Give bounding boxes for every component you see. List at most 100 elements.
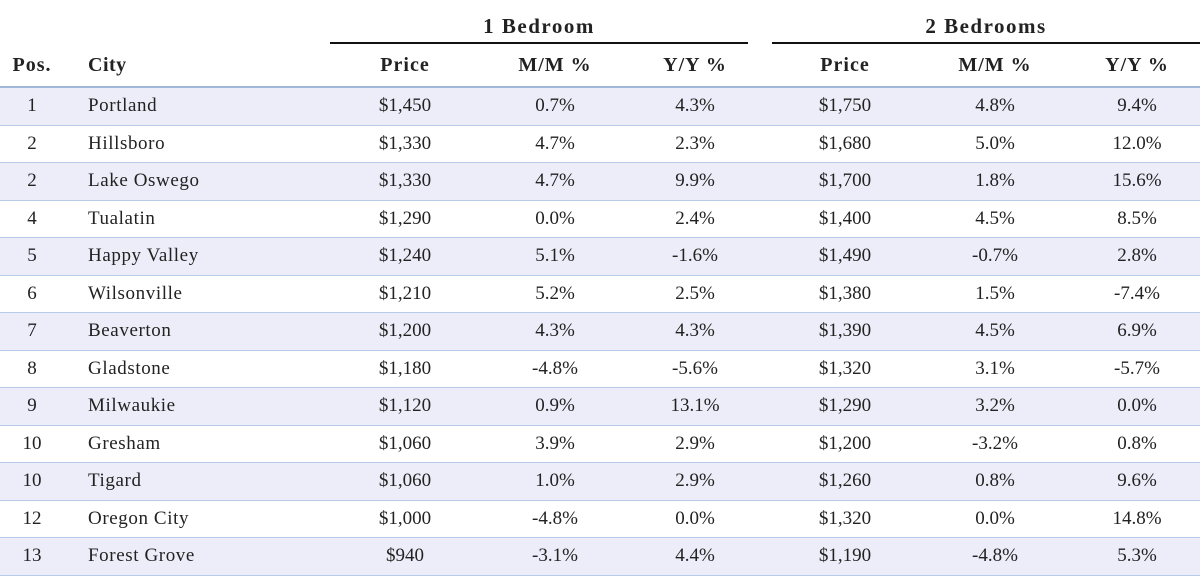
cell-price-1: $1,330 bbox=[378, 170, 432, 192]
cell-price-1: $1,330 bbox=[378, 132, 432, 154]
cell-price-2: $1,320 bbox=[818, 507, 872, 529]
group-two-bedrooms-rule bbox=[772, 42, 1200, 44]
cell-mm-1: 5.2% bbox=[535, 282, 575, 304]
cell-pos: 13 bbox=[22, 545, 42, 567]
cell-price-1: $1,210 bbox=[378, 282, 432, 304]
group-one-bedroom: 1 Bedroom bbox=[330, 14, 748, 44]
cell-yy-1: 9.9% bbox=[675, 170, 715, 192]
cell-yy-1: -5.6% bbox=[672, 357, 718, 379]
table-row: 13 Forest Grove $940 -3.1% 4.4% $1,190 -4.8% 5.… bbox=[0, 538, 1200, 576]
cell-yy-1: 0.0% bbox=[675, 507, 715, 529]
cell-city: Oregon City bbox=[88, 507, 190, 529]
cell-mm-2: 0.8% bbox=[975, 470, 1015, 492]
cell-mm-1: 1.0% bbox=[535, 470, 575, 492]
cell-price-1: $1,120 bbox=[378, 395, 432, 417]
cell-pos: 7 bbox=[27, 320, 37, 342]
cell-pos: 2 bbox=[27, 132, 37, 154]
header-mm-2: M/M % bbox=[958, 53, 1032, 76]
cell-price-1: $1,450 bbox=[378, 95, 432, 117]
table-row: 10 Gresham $1,060 3.9% 2.9% $1,200 -3.2% 0.8% bbox=[0, 426, 1200, 463]
cell-yy-1: 2.9% bbox=[675, 432, 715, 454]
group-header-row: 1 Bedroom 2 Bedrooms bbox=[0, 0, 1200, 44]
cell-yy-2: -5.7% bbox=[1114, 357, 1160, 379]
cell-yy-1: 4.4% bbox=[675, 545, 715, 567]
cell-yy-1: 2.9% bbox=[675, 470, 715, 492]
header-pos: Pos. bbox=[12, 53, 52, 76]
cell-yy-2: 0.8% bbox=[1117, 432, 1157, 454]
table-row: 7 Beaverton $1,200 4.3% 4.3% $1,390 4.5% 6.9% bbox=[0, 313, 1200, 351]
group-one-bedroom-rule bbox=[330, 42, 748, 44]
cell-mm-1: 0.0% bbox=[535, 207, 575, 229]
cell-city: Beaverton bbox=[88, 320, 172, 342]
cell-mm-1: 5.1% bbox=[535, 245, 575, 267]
cell-yy-2: 9.4% bbox=[1117, 95, 1157, 117]
cell-price-1: $1,240 bbox=[378, 245, 432, 267]
cell-yy-1: 13.1% bbox=[670, 395, 720, 417]
cell-yy-2: 8.5% bbox=[1117, 207, 1157, 229]
cell-price-1: $1,200 bbox=[378, 320, 432, 342]
cell-city: Happy Valley bbox=[88, 245, 199, 267]
column-header-row: Pos. City Price M/M % Y/Y % Price M/M % … bbox=[0, 44, 1200, 88]
cell-pos: 9 bbox=[27, 395, 37, 417]
cell-city: Tigard bbox=[88, 470, 142, 492]
cell-price-2: $1,490 bbox=[818, 245, 872, 267]
header-yy-1: Y/Y % bbox=[663, 53, 727, 76]
cell-mm-2: -4.8% bbox=[972, 545, 1018, 567]
table-row: 2 Hillsboro $1,330 4.7% 2.3% $1,680 5.0% 12.0% bbox=[0, 126, 1200, 163]
table-row: 12 Oregon City $1,000 -4.8% 0.0% $1,320 0.0% 14… bbox=[0, 501, 1200, 538]
header-city: City bbox=[88, 53, 127, 76]
cell-pos: 12 bbox=[22, 507, 42, 529]
cell-price-2: $1,260 bbox=[818, 470, 872, 492]
cell-yy-1: 2.4% bbox=[675, 207, 715, 229]
cell-price-2: $1,700 bbox=[818, 170, 872, 192]
cell-yy-2: 6.9% bbox=[1117, 320, 1157, 342]
cell-city: Tualatin bbox=[88, 207, 156, 229]
cell-yy-2: 12.0% bbox=[1112, 132, 1162, 154]
table-row: 8 Gladstone $1,180 -4.8% -5.6% $1,320 3.1% -5.7… bbox=[0, 351, 1200, 388]
cell-mm-2: 5.0% bbox=[975, 132, 1015, 154]
cell-mm-1: 4.7% bbox=[535, 170, 575, 192]
group-two-bedrooms-label: 2 Bedrooms bbox=[925, 14, 1047, 38]
table-row: 4 Tualatin $1,290 0.0% 2.4% $1,400 4.5% 8.5% bbox=[0, 201, 1200, 238]
cell-yy-1: 4.3% bbox=[675, 95, 715, 117]
cell-yy-2: 14.8% bbox=[1112, 507, 1162, 529]
cell-city: Wilsonville bbox=[88, 282, 183, 304]
cell-price-2: $1,400 bbox=[818, 207, 872, 229]
cell-pos: 4 bbox=[27, 207, 37, 229]
table-row: 10 Tigard $1,060 1.0% 2.9% $1,260 0.8% 9.6% bbox=[0, 463, 1200, 501]
cell-mm-1: -3.1% bbox=[532, 545, 578, 567]
cell-pos: 6 bbox=[27, 282, 37, 304]
cell-mm-1: 3.9% bbox=[535, 432, 575, 454]
cell-mm-2: 4.8% bbox=[975, 95, 1015, 117]
cell-price-2: $1,390 bbox=[818, 320, 872, 342]
cell-pos: 10 bbox=[22, 470, 42, 492]
cell-yy-1: 2.3% bbox=[675, 132, 715, 154]
table-row: 2 Lake Oswego $1,330 4.7% 9.9% $1,700 1.8% 15.6… bbox=[0, 163, 1200, 201]
cell-price-2: $1,290 bbox=[818, 395, 872, 417]
cell-yy-1: -1.6% bbox=[672, 245, 718, 267]
header-price-2: Price bbox=[820, 53, 870, 76]
cell-mm-2: 1.5% bbox=[975, 282, 1015, 304]
cell-mm-2: 0.0% bbox=[975, 507, 1015, 529]
header-mm-1: M/M % bbox=[518, 53, 592, 76]
cell-yy-2: -7.4% bbox=[1114, 282, 1160, 304]
group-one-bedroom-label: 1 Bedroom bbox=[483, 14, 595, 38]
cell-mm-2: -3.2% bbox=[972, 432, 1018, 454]
cell-price-1: $1,000 bbox=[378, 507, 432, 529]
cell-price-2: $1,190 bbox=[818, 545, 872, 567]
cell-price-1: $940 bbox=[386, 545, 424, 567]
cell-mm-2: 4.5% bbox=[975, 207, 1015, 229]
cell-price-2: $1,320 bbox=[818, 357, 872, 379]
cell-mm-2: 3.1% bbox=[975, 357, 1015, 379]
cell-price-1: $1,060 bbox=[378, 432, 432, 454]
cell-mm-1: 4.3% bbox=[535, 320, 575, 342]
cell-city: Milwaukie bbox=[88, 395, 176, 417]
table-row: 6 Wilsonville $1,210 5.2% 2.5% $1,380 1.5% -7.4… bbox=[0, 276, 1200, 313]
cell-pos: 8 bbox=[27, 357, 37, 379]
cell-pos: 10 bbox=[22, 432, 42, 454]
group-two-bedrooms: 2 Bedrooms bbox=[772, 14, 1200, 44]
table-row: 5 Happy Valley $1,240 5.1% -1.6% $1,490 -0.7% 2… bbox=[0, 238, 1200, 276]
cell-mm-1: 0.7% bbox=[535, 95, 575, 117]
cell-city: Portland bbox=[88, 95, 158, 117]
cell-pos: 2 bbox=[27, 170, 37, 192]
